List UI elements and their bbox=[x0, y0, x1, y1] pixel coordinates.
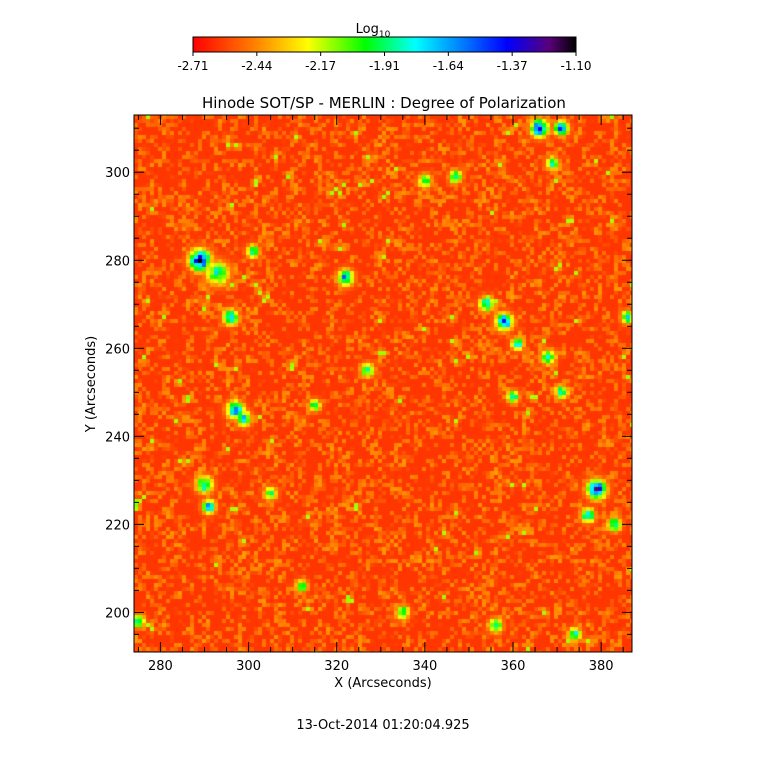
x-tick-label: 280 bbox=[148, 659, 173, 674]
x-tick-label: 300 bbox=[236, 659, 261, 674]
colorbar-label: Log10 bbox=[356, 22, 391, 40]
colorbar: Log10 -2.71 -2.44 -2.17 -1.91 -1.64 -1.37 -1.1… bbox=[177, 22, 591, 73]
colorbar-ticks: -2.71 -2.44 -2.17 -1.91 -1.64 -1.37 -1.10 bbox=[177, 52, 592, 73]
x-tick-label: 380 bbox=[589, 659, 614, 674]
x-axis: 280 300 320 340 360 380 bbox=[137, 115, 624, 674]
y-tick-label: 220 bbox=[105, 518, 130, 533]
colorbar-tick-label: -2.71 bbox=[177, 59, 208, 73]
chart-title: Hinode SOT/SP - MERLIN : Degree of Polar… bbox=[202, 94, 566, 112]
x-tick-label: 340 bbox=[412, 659, 437, 674]
colorbar-gradient bbox=[192, 36, 577, 53]
y-tick-label: 200 bbox=[105, 606, 130, 621]
y-tick-label: 260 bbox=[105, 342, 130, 357]
colorbar-tick-label: -1.91 bbox=[369, 59, 400, 73]
y-axis: 200 220 240 260 280 300 bbox=[105, 127, 632, 635]
x-tick-label: 320 bbox=[324, 659, 349, 674]
y-tick-label: 300 bbox=[105, 166, 130, 181]
y-tick-label: 280 bbox=[105, 254, 130, 269]
x-tick-label: 360 bbox=[501, 659, 526, 674]
colorbar-tick-label: -2.17 bbox=[305, 59, 336, 73]
heatmap-canvas bbox=[134, 115, 632, 652]
heatmap-plot bbox=[133, 114, 633, 653]
colorbar-tick-label: -2.44 bbox=[241, 59, 272, 73]
timestamp: 13-Oct-2014 01:20:04.925 bbox=[296, 718, 469, 733]
y-axis-label: Y (Arcseconds) bbox=[84, 336, 99, 433]
plot-frame bbox=[133, 114, 633, 653]
colorbar-tick-label: -1.37 bbox=[497, 59, 528, 73]
x-axis-label: X (Arcseconds) bbox=[334, 676, 431, 691]
y-tick-label: 240 bbox=[105, 430, 130, 445]
colorbar-tick-label: -1.10 bbox=[560, 59, 591, 73]
colorbar-tick-label: -1.64 bbox=[433, 59, 464, 73]
